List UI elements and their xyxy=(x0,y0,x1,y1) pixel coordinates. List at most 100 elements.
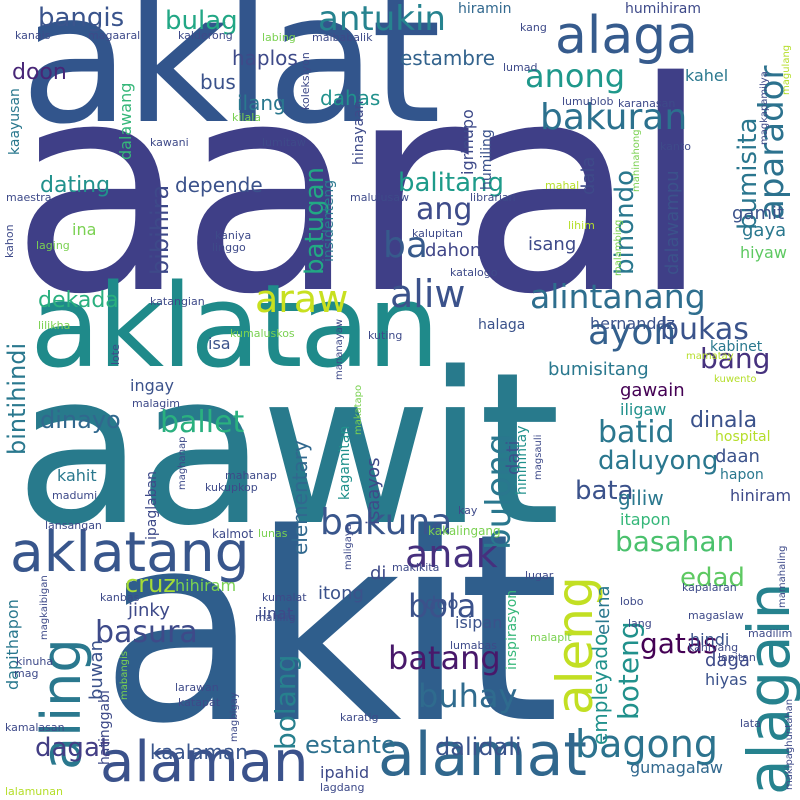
word-aklat: aklat xyxy=(20,0,441,164)
word-alintanang: alintanang xyxy=(530,277,706,316)
word-bumisitang: bumisitang xyxy=(548,359,649,380)
word-lihim: lihim xyxy=(568,219,595,232)
word-igrinupo: igrinupo xyxy=(458,109,477,175)
word-magkaibigan: magkaibigan xyxy=(39,575,50,640)
word-gamit: gamit xyxy=(732,203,785,224)
word-kamalasan: kamalasan xyxy=(5,721,65,734)
word-mag: mag xyxy=(14,667,39,680)
word-iligaw: iligaw xyxy=(620,400,667,419)
word-kumalat: kumalat xyxy=(262,591,307,604)
word-lunas: lunas xyxy=(258,527,288,540)
word-lang: lang xyxy=(628,617,652,630)
word-magkapamilya: magkapamilya xyxy=(759,71,770,145)
word-aawit: aawit xyxy=(15,327,561,572)
word-katangian: katangian xyxy=(150,295,205,308)
word-magsauli: magsauli xyxy=(533,434,544,480)
word-ingay: ingay xyxy=(130,376,175,395)
word-isaayos: isaayos xyxy=(363,457,384,525)
word-kakalingang: kakalingang xyxy=(428,524,501,538)
word-magaslaw: magaslaw xyxy=(688,609,744,622)
word-ina: ina xyxy=(72,220,97,239)
word-bata: bata xyxy=(575,476,634,506)
word-anak: anak xyxy=(405,532,498,576)
word-mabangis: mabangis xyxy=(119,650,130,700)
word-inspirasyon: inspirasyon xyxy=(504,589,520,670)
word-karanasan: karanasan xyxy=(618,97,676,110)
word-mahinahong: mahinahong xyxy=(631,129,642,192)
word-hernandez: hernandez xyxy=(590,314,675,333)
word-depende: depende xyxy=(175,173,263,197)
word-hiyas: hiyas xyxy=(705,670,748,689)
word-itong: itong xyxy=(318,583,364,604)
word-dekada: dekada xyxy=(38,288,119,313)
word-kang: kang xyxy=(520,21,547,34)
word-halaga: halaga xyxy=(478,317,526,333)
word-daan: daan xyxy=(715,446,760,467)
word-hiyaw: hiyaw xyxy=(740,243,787,262)
word-isa: isa xyxy=(208,334,231,353)
word-aaral: aaral xyxy=(10,21,711,358)
word-bintihindi: bintihindi xyxy=(3,342,31,455)
word-alaga: alaga xyxy=(555,6,699,66)
word-hindi: hindi xyxy=(690,630,730,649)
word-kaniyang: kaniyang xyxy=(688,641,739,654)
word-makipaghuntahan: makipaghuntahan xyxy=(784,698,795,790)
word-daluyong: daluyong xyxy=(598,446,719,476)
word-isipan: isipan xyxy=(455,613,503,632)
word-kinuha: kinuha xyxy=(16,655,54,668)
word-hinayaan: hinayaan xyxy=(351,100,367,165)
word-hinihintay: hinihintay xyxy=(514,425,530,495)
word-bangis: bangis xyxy=(38,3,125,33)
word-bolang: bolang xyxy=(269,654,302,750)
word-araw: araw xyxy=(255,277,349,321)
word-isang: isang xyxy=(528,234,577,255)
word-kanais: kanais xyxy=(15,29,51,42)
word-malulusaw: malulusaw xyxy=(350,191,409,204)
word-maghanap: maghanap xyxy=(177,436,188,491)
word-lumabas: lumabas xyxy=(450,639,497,652)
word-buhay: buhay xyxy=(418,677,518,715)
word-kagamitan: kagamitan xyxy=(337,425,353,500)
word-karatig: karatig xyxy=(340,711,379,724)
word-bagong: bagong xyxy=(575,722,718,766)
word-dagat: dagat xyxy=(35,733,111,763)
word-kahit: kahit xyxy=(57,466,97,485)
word-kuwento: kuwento xyxy=(714,374,757,385)
word-humihiram: humihiram xyxy=(625,1,702,17)
word-bukas: bukas xyxy=(660,312,749,347)
word-hiramin: hiramin xyxy=(458,1,512,17)
word-edad: edad xyxy=(680,563,745,593)
word-malagim: malagim xyxy=(132,397,181,410)
word-kanbas: kanbas xyxy=(100,591,140,604)
word-dalidali: dalidali xyxy=(435,733,522,761)
word-kahel: kahel xyxy=(685,66,729,85)
word-estante: estante xyxy=(305,731,396,759)
word-labing: labing xyxy=(262,31,296,44)
word-aliw: aliw xyxy=(390,272,466,316)
word-kalmot: kalmot xyxy=(212,527,254,541)
word-lote: lote xyxy=(109,344,122,365)
word-kabinet: kabinet xyxy=(710,339,763,355)
word-batid: batid xyxy=(598,415,675,450)
word-bang: bang xyxy=(700,342,771,375)
word-kalupitan: kalupitan xyxy=(412,227,464,240)
word-batang: batang xyxy=(388,639,501,677)
word-kukupkop: kukupkop xyxy=(205,481,258,494)
word-linggo: linggo xyxy=(212,241,246,254)
word-kanto: kanto xyxy=(660,140,691,153)
word-kaayusan: kaayusan xyxy=(7,88,23,155)
word-dahon: dahon xyxy=(425,240,482,261)
word-ipaglaban: ipaglaban xyxy=(144,470,160,540)
word-boteng: boteng xyxy=(612,621,645,720)
word-lansangan: lansangan xyxy=(45,519,102,532)
word-kuting: kuting xyxy=(368,329,403,342)
word-kaniya: kaniya xyxy=(215,229,252,242)
word-kawani: kawani xyxy=(150,136,189,149)
word-laging: laging xyxy=(36,239,70,252)
word-gaya: gaya xyxy=(742,220,787,241)
word-giliw: giliw xyxy=(618,486,664,510)
word-daga: daga xyxy=(705,650,750,671)
word-basura: basura xyxy=(95,615,198,650)
word-lumad: lumad xyxy=(503,61,538,74)
